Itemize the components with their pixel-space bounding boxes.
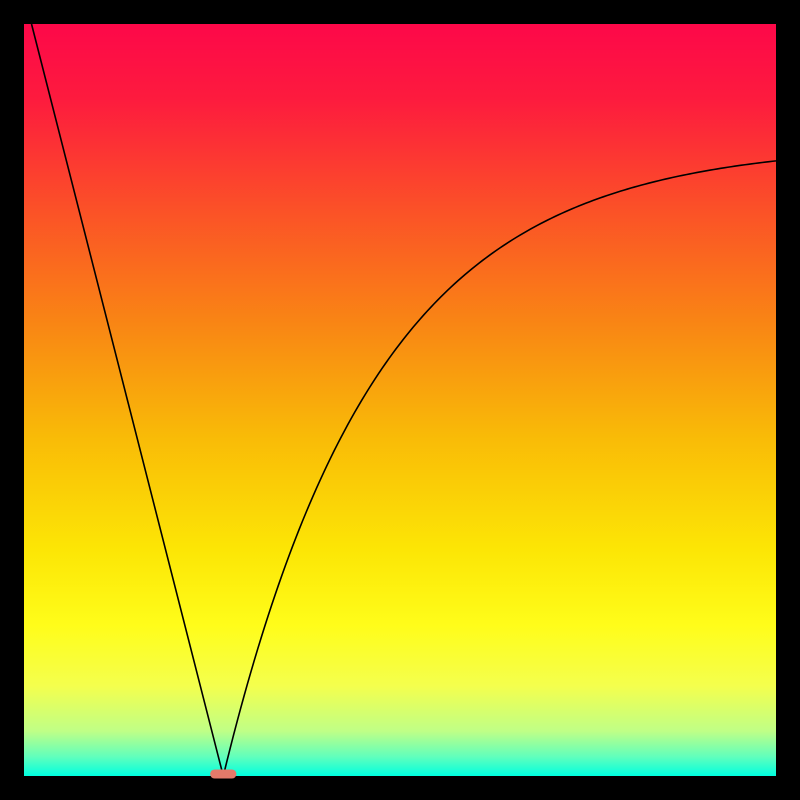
chart-container: TheBottleneck.com bbox=[0, 0, 800, 800]
bottleneck-chart bbox=[0, 0, 800, 800]
min-marker bbox=[210, 769, 236, 778]
